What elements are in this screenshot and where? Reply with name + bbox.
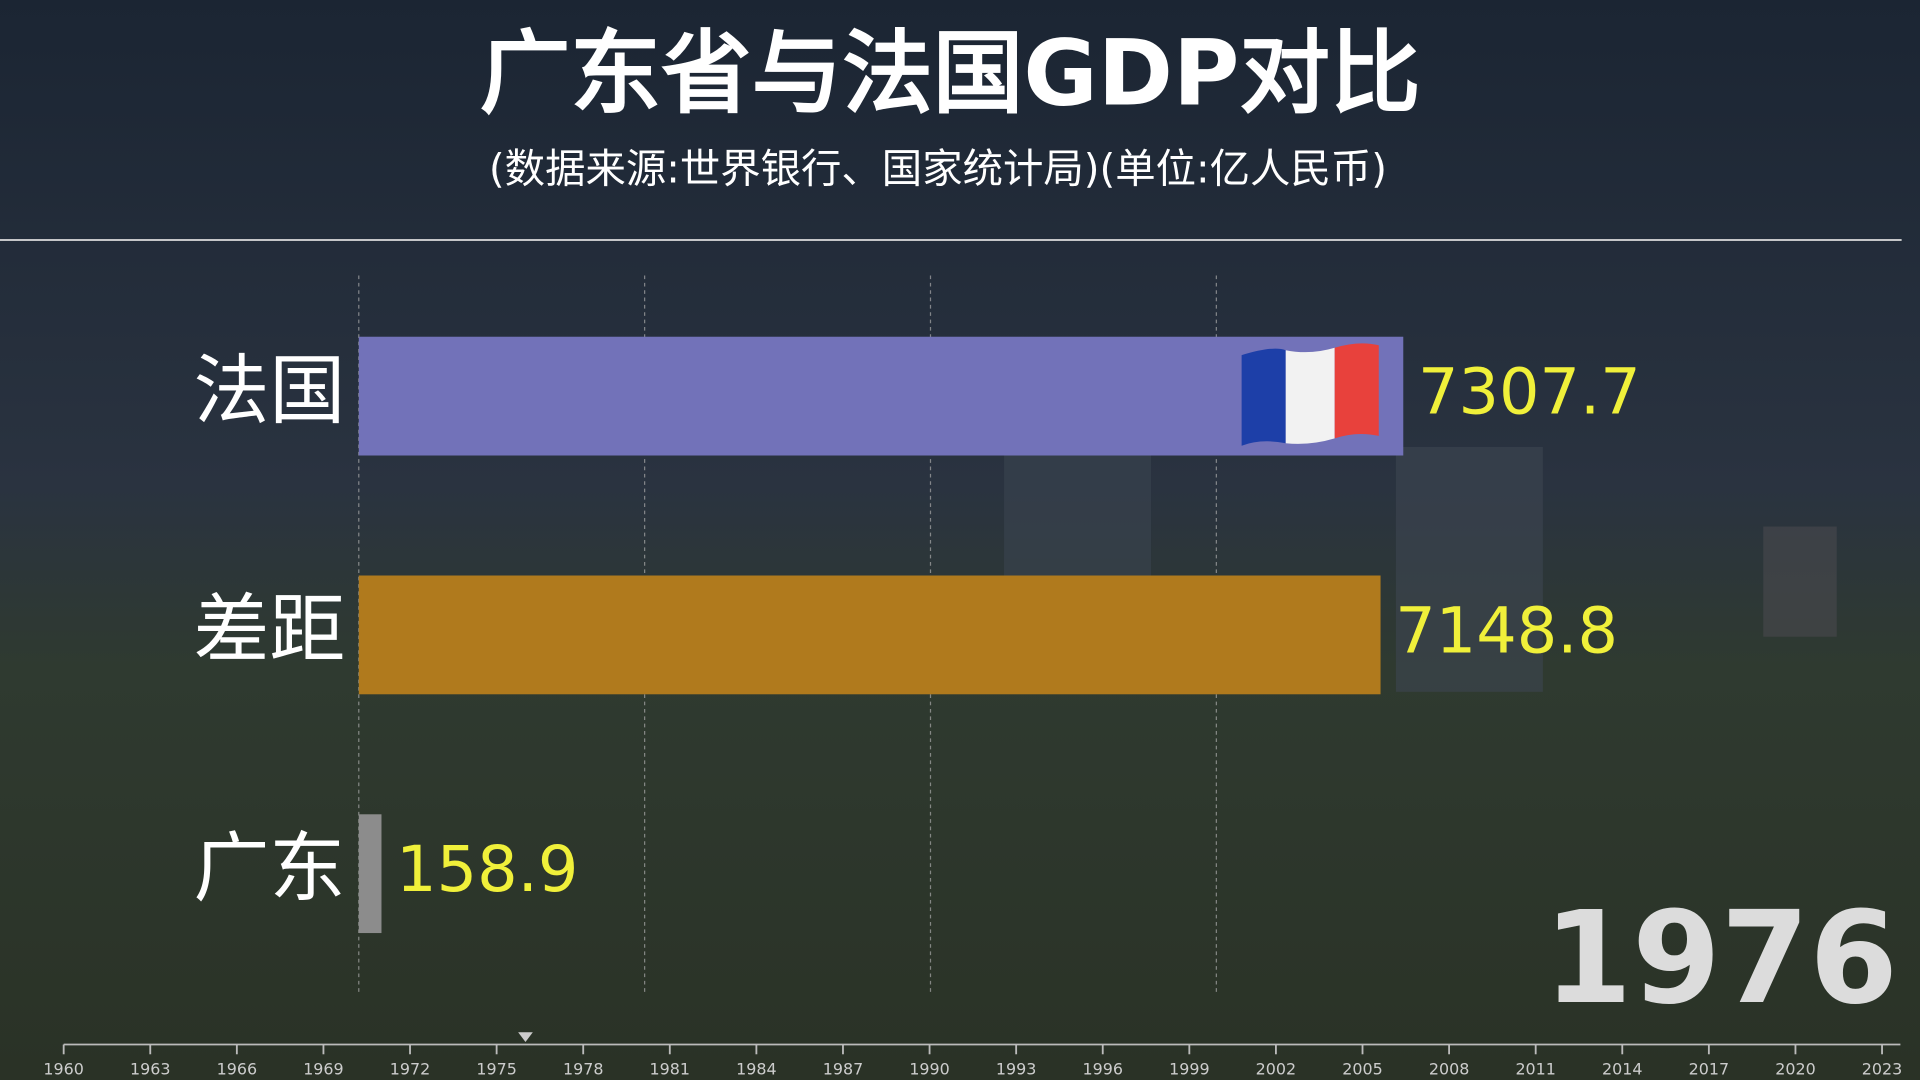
bar xyxy=(358,575,1381,695)
timeline-label: 2014 xyxy=(1602,1060,1642,1079)
timeline-label: 2005 xyxy=(1342,1060,1382,1079)
timeline-marker xyxy=(518,1032,533,1043)
bar xyxy=(358,814,382,934)
timeline-label: 2008 xyxy=(1429,1060,1469,1079)
timeline-label: 2020 xyxy=(1775,1060,1815,1079)
value-label: 158.9 xyxy=(396,833,578,907)
building xyxy=(1763,526,1837,637)
timeline-label: 1972 xyxy=(390,1060,430,1079)
timeline-label: 1960 xyxy=(43,1060,83,1079)
timeline-label: 1978 xyxy=(563,1060,603,1079)
timeline-label: 1966 xyxy=(217,1060,257,1079)
timeline-label: 1996 xyxy=(1082,1060,1122,1079)
timeline-label: 1984 xyxy=(736,1060,776,1079)
timeline-label: 1963 xyxy=(130,1060,170,1079)
timeline-label: 1990 xyxy=(909,1060,949,1079)
timeline-label: 1975 xyxy=(476,1060,516,1079)
title: 广东省与法国GDP对比 xyxy=(480,21,1421,126)
category-label: 差距 xyxy=(193,586,345,674)
timeline-label: 1993 xyxy=(996,1060,1036,1079)
timeline-label: 2023 xyxy=(1862,1060,1902,1079)
value-label: 7148.8 xyxy=(1395,594,1618,668)
subtitle: (数据来源:世界银行、国家统计局)(单位:亿人民币) xyxy=(489,144,1387,192)
timeline-label: 1969 xyxy=(303,1060,343,1079)
building xyxy=(1395,446,1543,692)
plot: 法国 7307.7 差距 7148.8 广东 158.9 xyxy=(193,275,1641,995)
category-label: 广东 xyxy=(193,825,345,913)
flag-icon xyxy=(1241,343,1379,446)
value-label: 7307.7 xyxy=(1418,356,1641,430)
timeline-label: 1987 xyxy=(823,1060,863,1079)
timeline-label: 1981 xyxy=(650,1060,690,1079)
building xyxy=(1004,453,1152,588)
timeline-label: 2011 xyxy=(1515,1060,1555,1079)
category-label: 法国 xyxy=(193,347,345,435)
timeline-label: 2002 xyxy=(1256,1060,1296,1079)
timeline-label: 2017 xyxy=(1689,1060,1729,1079)
bar xyxy=(358,336,1404,456)
year-label: 1976 xyxy=(1544,885,1898,1033)
timeline-label: 1999 xyxy=(1169,1060,1209,1079)
